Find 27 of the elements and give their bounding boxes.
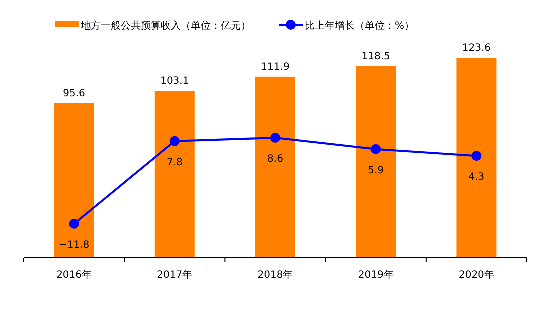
data-label: 5.9 — [368, 165, 384, 176]
bar — [154, 91, 195, 258]
x-tick-label: 2020年 — [458, 269, 494, 281]
bar — [356, 66, 396, 258]
point — [170, 136, 180, 146]
x-tick-label: 2016年 — [56, 269, 92, 281]
data-label: 4.3 — [468, 172, 485, 184]
data-label: 111.9 — [261, 62, 290, 73]
point — [69, 219, 80, 229]
x-tick-label: 2019年 — [358, 269, 394, 281]
data-label: 8.6 — [268, 154, 284, 165]
point — [472, 151, 482, 162]
legend-label: 比上年增长（单位：%） — [305, 20, 415, 32]
x-tick-label: 2018年 — [258, 269, 294, 281]
data-label: 95.6 — [63, 88, 86, 100]
point — [270, 133, 280, 143]
data-label: −11.8 — [58, 240, 90, 251]
bar — [256, 76, 296, 258]
data-label: 7.8 — [166, 157, 183, 168]
bar — [456, 58, 497, 258]
data-label: 103.1 — [160, 76, 190, 88]
data-label: 123.6 — [462, 43, 492, 54]
point — [371, 144, 382, 154]
x-tick-label: 2017年 — [157, 269, 193, 281]
bar — [54, 103, 94, 258]
legend-label: 地方一般公共预算收入（单位：亿元） — [80, 20, 251, 32]
data-label: 118.5 — [362, 51, 390, 62]
